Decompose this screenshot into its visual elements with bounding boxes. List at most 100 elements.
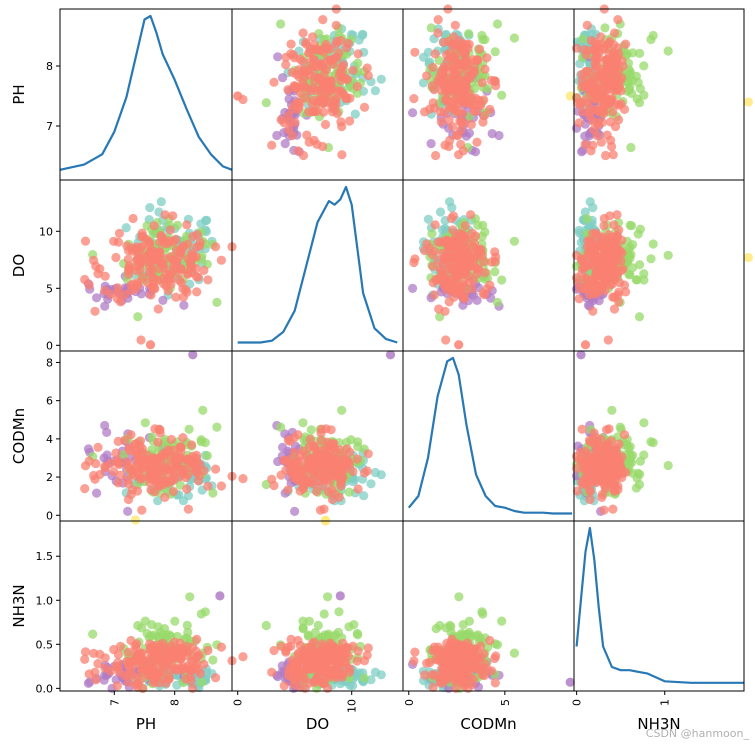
scatter-point xyxy=(426,23,436,33)
scatter-point xyxy=(663,46,673,56)
outlier-point xyxy=(576,350,586,360)
outlier-point xyxy=(130,515,140,525)
scatter-point xyxy=(468,248,478,258)
scatter-point xyxy=(323,683,333,694)
scatter-point xyxy=(490,678,500,688)
scatter-point xyxy=(344,622,354,632)
y-tick-label: 0.5 xyxy=(36,638,54,651)
scatter-point xyxy=(168,653,178,663)
scatter-point xyxy=(298,66,308,77)
scatter-point xyxy=(238,652,248,662)
scatter-point xyxy=(286,39,296,49)
scatter-point xyxy=(137,623,147,633)
scatter-point xyxy=(287,130,297,141)
y-tick-label: 0 xyxy=(46,339,53,352)
scatter-point xyxy=(156,197,166,207)
scatter-point xyxy=(599,221,609,231)
panel-CODMn-vs-NH3N xyxy=(572,350,745,522)
scatter-point xyxy=(604,77,614,87)
scatter-point xyxy=(164,275,174,285)
scatter-point xyxy=(298,78,308,88)
scatter-point xyxy=(195,237,205,247)
scatter-point xyxy=(583,259,594,269)
scatter-point xyxy=(314,660,324,670)
scatter-point xyxy=(318,445,328,455)
scatter-point xyxy=(609,445,619,455)
scatter-point xyxy=(185,259,196,269)
scatter-point xyxy=(291,83,301,93)
scatter-point xyxy=(330,489,340,499)
scatter-point xyxy=(639,418,649,428)
scatter-point xyxy=(146,631,156,641)
scatter-point xyxy=(93,269,103,279)
scatter-point xyxy=(480,35,490,45)
scatter-point xyxy=(591,284,601,294)
scatter-point xyxy=(279,118,289,128)
y-tick-label: 8 xyxy=(46,356,53,369)
scatter-point xyxy=(298,418,308,428)
scatter-point xyxy=(468,55,478,65)
scatter-point xyxy=(326,425,336,435)
scatter-point xyxy=(628,48,638,58)
scatter-point xyxy=(632,275,642,285)
scatter-point xyxy=(370,86,380,96)
x-tick-label: 7 xyxy=(108,699,121,706)
scatter-point xyxy=(165,225,175,235)
scatter-point xyxy=(462,638,473,648)
scatter-point xyxy=(409,94,419,104)
scatter-point xyxy=(100,301,110,311)
scatter-point xyxy=(460,268,470,278)
scatter-point xyxy=(134,259,145,269)
scatter-point xyxy=(583,455,594,465)
scatter-point xyxy=(178,284,188,294)
scatter-point xyxy=(138,273,148,283)
outlier-point xyxy=(580,340,591,350)
scatter-point xyxy=(460,48,470,58)
scatter-point xyxy=(314,672,324,682)
scatter-point xyxy=(574,294,584,304)
scatter-point xyxy=(595,96,606,106)
scatter-point xyxy=(281,646,291,656)
scatter-point xyxy=(238,474,248,484)
scatter-point xyxy=(149,454,159,464)
scatter-point xyxy=(453,249,464,259)
scatter-point xyxy=(325,80,335,90)
y-axis-label-CODMn: CODMn xyxy=(10,408,28,464)
scatter-point xyxy=(586,35,597,46)
scatter-point xyxy=(460,672,470,682)
scatter-point xyxy=(575,100,586,110)
scatter-point xyxy=(202,215,212,225)
scatter-point xyxy=(437,669,447,679)
scatter-point xyxy=(276,470,286,480)
scatter-point xyxy=(176,446,186,456)
scatter-point xyxy=(309,465,319,475)
scatter-point xyxy=(332,52,342,63)
scatter-point xyxy=(477,78,487,88)
scatter-point xyxy=(113,649,123,660)
scatter-point xyxy=(606,248,617,258)
scatter-point xyxy=(450,52,460,63)
scatter-point xyxy=(309,479,319,489)
x-tick-label: 0 xyxy=(403,699,416,706)
scatter-point xyxy=(135,436,146,446)
scatter-point xyxy=(317,86,327,96)
scatter-point xyxy=(300,93,310,103)
scatter-point xyxy=(83,444,93,454)
scatter-point xyxy=(202,451,212,461)
scatter-point xyxy=(199,265,209,275)
scatter-point xyxy=(429,290,439,300)
scatter-point xyxy=(596,137,607,147)
scatter-point xyxy=(615,76,625,86)
scatter-point xyxy=(370,467,380,478)
scatter-point xyxy=(121,223,131,233)
scatter-point xyxy=(153,437,163,447)
scatter-point xyxy=(123,254,133,264)
scatter-point xyxy=(437,78,447,88)
scatter-point xyxy=(283,485,293,495)
scatter-point xyxy=(193,476,203,486)
scatter-point xyxy=(100,286,110,296)
scatter-point xyxy=(606,436,616,446)
scatter-point xyxy=(585,494,595,505)
scatter-point xyxy=(477,250,487,260)
scatter-point xyxy=(448,122,458,132)
